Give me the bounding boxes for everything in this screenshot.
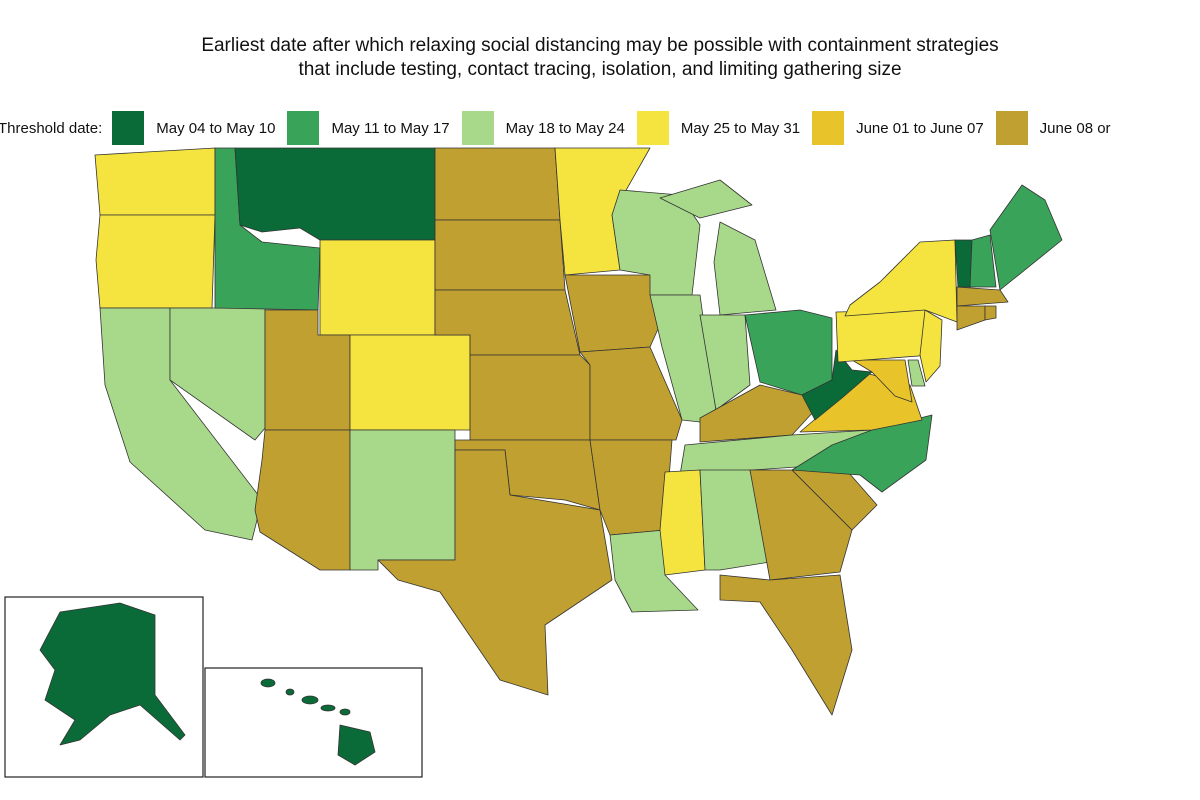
legend: Threshold date: May 04 to May 10 May 11 … [0,110,1123,146]
state-co [349,334,471,431]
legend-item-label: May 18 to May 24 [505,119,625,137]
legend-item: May 04 to May 10 [112,111,275,145]
state-nh [969,234,997,288]
state-in [699,314,751,411]
state-vt [954,239,973,288]
hawaii-inset-frame [204,667,423,778]
state-nj [919,309,943,383]
state-me [989,184,1063,291]
state-ga [749,469,853,581]
state-de [907,359,926,387]
state-wa [94,147,216,216]
state-nm [349,429,456,571]
state-ar [589,439,673,536]
state-hi-island [301,695,319,705]
state-fl [719,574,853,716]
state-hi-island [339,708,351,716]
state-oh [744,309,833,396]
legend-item-label: June 01 to June 07 [856,119,984,137]
state-hi-island [285,688,295,696]
state-ma [956,286,1009,307]
legend-item-label: May 11 to May 17 [331,119,450,137]
legend-item: June 01 to June 07 [812,111,984,145]
legend-item: May 11 to May 17 [287,111,450,145]
state-ks [469,354,591,441]
state-hi-island [260,678,276,688]
legend-swatch [812,111,845,145]
state-or [95,214,216,309]
legend-label: Threshold date: [0,119,103,137]
state-ny [844,239,958,323]
state-mt [234,147,436,241]
state-ia [564,274,663,353]
alaska-inset-frame [4,596,204,778]
state-hi [337,724,376,766]
state-ak [39,602,186,746]
state-al [699,469,771,571]
state-mi [713,221,777,316]
state-hi-island [320,704,336,712]
state-ct [956,305,986,331]
state-ms [659,469,706,576]
legend-item-label: May 25 to May 31 [680,119,801,137]
state-mi [659,179,753,219]
state-ri [984,305,997,321]
title-line-1: Earliest date after which relaxing socia… [201,35,999,56]
legend-item-label: May 04 to May 10 [156,119,276,137]
state-wy [319,239,436,336]
state-tx [377,449,613,696]
state-md [851,359,913,403]
legend-item: June 08 or [995,111,1111,145]
state-az [254,429,351,571]
legend-item: May 18 to May 24 [461,111,625,145]
state-sd [434,219,566,291]
legend-item: May 25 to May 31 [636,111,801,145]
legend-swatch [636,111,669,145]
state-mo [579,346,683,441]
legend-swatch [112,111,145,145]
title-line-2: that include testing, contact tracing, i… [298,59,902,80]
state-nd [434,147,561,221]
legend-swatch [995,111,1028,145]
legend-swatch [461,111,494,145]
legend-item-label: June 08 or [1039,119,1111,137]
state-pa [835,309,933,363]
state-wv [801,349,873,421]
map-title: Earliest date after which relaxing socia… [0,34,1200,82]
legend-swatch [287,111,320,145]
